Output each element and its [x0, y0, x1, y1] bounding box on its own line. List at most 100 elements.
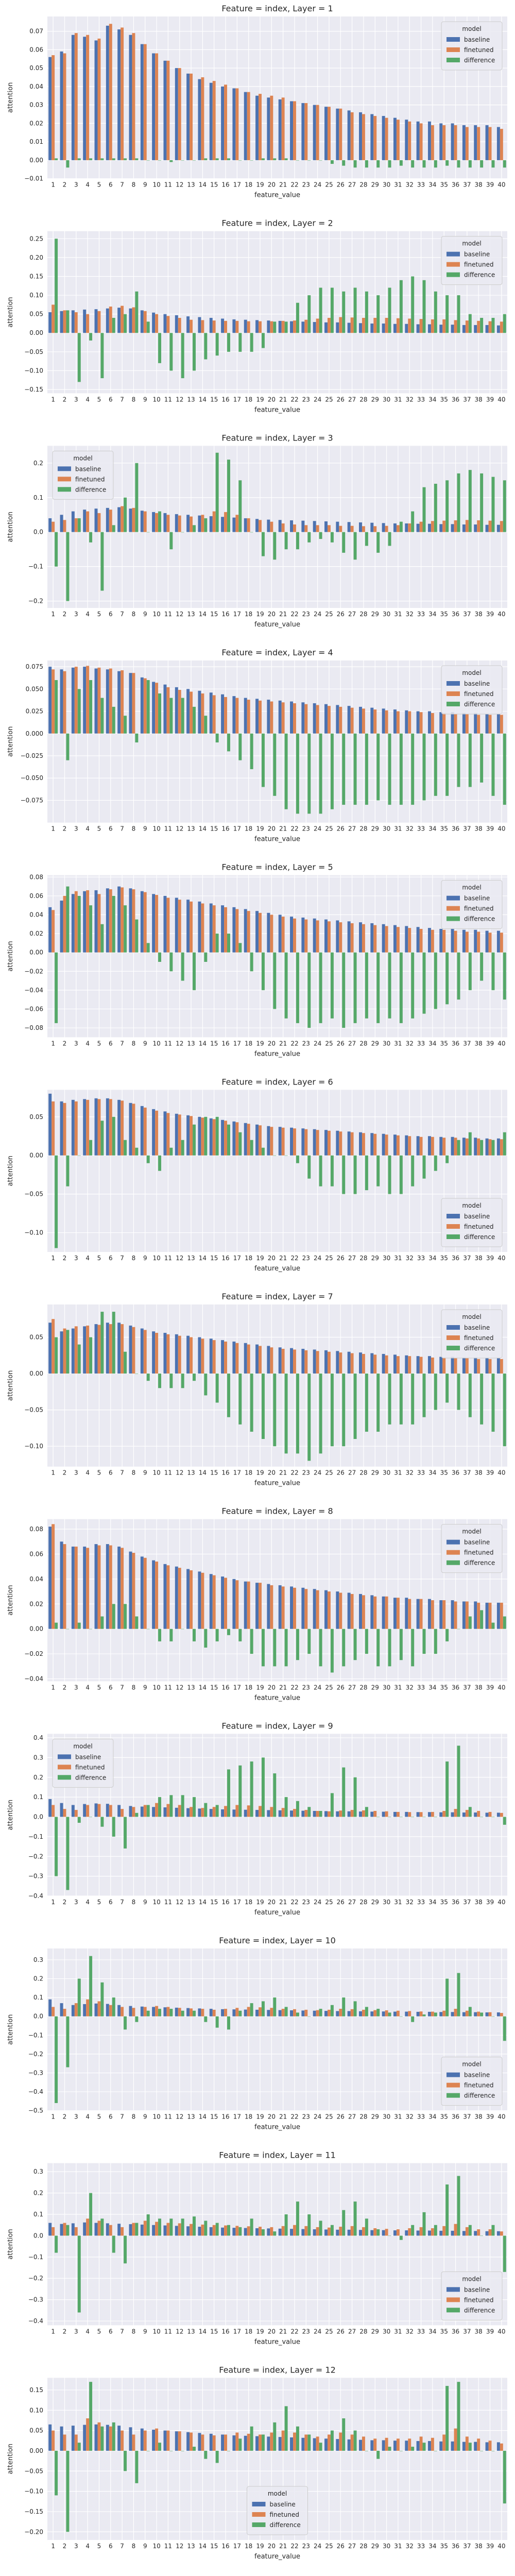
bar-difference-21 [284, 733, 288, 809]
x-tick-label: 1 [51, 1469, 55, 1477]
x-tick-label: 36 [452, 1684, 459, 1691]
bar-difference-36 [457, 1140, 460, 1156]
bar-finetuned-31 [396, 525, 400, 532]
bar-finetuned-5 [97, 667, 101, 734]
bar-baseline-40 [496, 714, 500, 734]
bar-difference-15 [215, 1629, 219, 1641]
x-tick-label: 21 [279, 2543, 287, 2550]
bar-difference-11 [169, 698, 173, 734]
bar-finetuned-17 [235, 515, 239, 532]
y-tick-label: 0.03 [29, 101, 43, 109]
bar-difference-12 [181, 160, 184, 161]
bar-finetuned-28 [362, 2436, 365, 2451]
legend-swatch-finetuned [447, 691, 460, 696]
x-tick-label: 29 [371, 1899, 379, 1906]
bar-difference-31 [399, 521, 403, 532]
y-tick-label: 0.05 [29, 311, 43, 318]
y-tick-label: 0.04 [29, 1575, 43, 1583]
bar-finetuned-3 [74, 667, 78, 734]
bar-baseline-4 [83, 667, 87, 734]
bar-baseline-40 [496, 1358, 500, 1374]
bar-finetuned-13 [190, 319, 193, 333]
x-tick-label: 17 [233, 1899, 241, 1906]
bar-difference-33 [422, 733, 426, 801]
bar-finetuned-27 [350, 1132, 354, 1156]
bar-baseline-23 [301, 2437, 305, 2451]
bar-baseline-3 [71, 2223, 75, 2236]
y-tick-label: −0.3 [28, 1873, 43, 1880]
x-tick-label: 15 [210, 396, 218, 403]
legend-label-finetuned: finetuned [464, 905, 493, 912]
bar-difference-10 [158, 511, 162, 532]
bar-finetuned-22 [293, 101, 296, 160]
bar-baseline-8 [129, 1806, 132, 1817]
x-tick-label: 21 [279, 1684, 287, 1691]
x-tick-label: 37 [463, 1040, 471, 1047]
bar-difference-23 [307, 1374, 311, 1461]
bar-finetuned-20 [270, 2008, 273, 2016]
bar-finetuned-22 [293, 1587, 296, 1629]
bar-baseline-8 [129, 1103, 132, 1156]
bar-finetuned-9 [143, 1107, 147, 1156]
bar-finetuned-11 [166, 2007, 170, 2016]
x-tick-label: 9 [143, 1684, 147, 1691]
bar-difference-8 [135, 158, 139, 160]
bar-baseline-36 [451, 1600, 454, 1629]
bar-finetuned-38 [477, 1138, 480, 1156]
x-tick-label: 26 [337, 1255, 345, 1262]
x-tick-label: 26 [337, 1684, 345, 1691]
bar-difference-35 [445, 952, 449, 1005]
bar-difference-2 [66, 2450, 70, 2532]
x-tick-label: 6 [109, 1040, 113, 1047]
x-tick-label: 29 [371, 611, 379, 618]
bar-finetuned-33 [419, 928, 423, 953]
bar-finetuned-10 [155, 314, 159, 333]
bar-finetuned-32 [408, 2011, 411, 2016]
bar-baseline-6 [106, 1804, 109, 1817]
bar-baseline-26 [336, 920, 339, 953]
x-tick-label: 37 [463, 1469, 471, 1477]
x-tick-label: 35 [440, 1684, 448, 1691]
bar-difference-37 [468, 952, 472, 990]
bar-finetuned-6 [109, 1099, 112, 1156]
bar-finetuned-27 [350, 707, 354, 734]
bar-finetuned-20 [270, 2227, 273, 2236]
bar-finetuned-18 [247, 1805, 250, 1817]
bar-finetuned-33 [419, 2436, 423, 2451]
bar-difference-31 [399, 1374, 403, 1425]
y-tick-label: 0.00 [29, 157, 43, 164]
bar-difference-10 [158, 693, 162, 734]
bar-baseline-27 [347, 522, 351, 532]
x-tick-label: 5 [97, 1469, 101, 1477]
x-tick-label: 32 [406, 611, 414, 618]
bar-baseline-18 [244, 909, 247, 953]
bar-difference-30 [388, 2447, 391, 2451]
bar-finetuned-14 [201, 2009, 204, 2016]
bar-baseline-38 [474, 1812, 477, 1817]
bar-finetuned-37 [465, 520, 469, 532]
bar-baseline-2 [60, 2003, 63, 2016]
bar-finetuned-4 [86, 890, 90, 953]
bar-difference-10 [158, 2218, 162, 2236]
panel-title: Feature = index, Layer = 12 [219, 2365, 336, 2375]
bar-finetuned-25 [327, 2009, 331, 2016]
bar-difference-26 [342, 160, 346, 166]
bar-baseline-29 [370, 2440, 374, 2451]
bar-baseline-28 [359, 2230, 362, 2236]
bar-baseline-22 [290, 1586, 294, 1629]
bar-baseline-4 [83, 1546, 87, 1629]
x-tick-label: 38 [475, 1899, 483, 1906]
bar-difference-8 [135, 1616, 139, 1629]
y-axis-label: attention [7, 2444, 14, 2474]
facet-panel-layer-2: Feature = index, Layer = 2−0.15−0.10−0.0… [7, 218, 507, 414]
x-tick-label: 38 [475, 1469, 483, 1477]
panel-title: Feature = index, Layer = 10 [219, 1936, 336, 1945]
bar-baseline-40 [496, 930, 500, 953]
bar-finetuned-37 [465, 2227, 469, 2236]
bar-baseline-21 [278, 1127, 282, 1156]
x-tick-label: 15 [210, 2543, 218, 2550]
bar-baseline-18 [244, 2009, 247, 2016]
bar-difference-4 [89, 158, 93, 160]
x-tick-label: 32 [406, 2328, 414, 2335]
